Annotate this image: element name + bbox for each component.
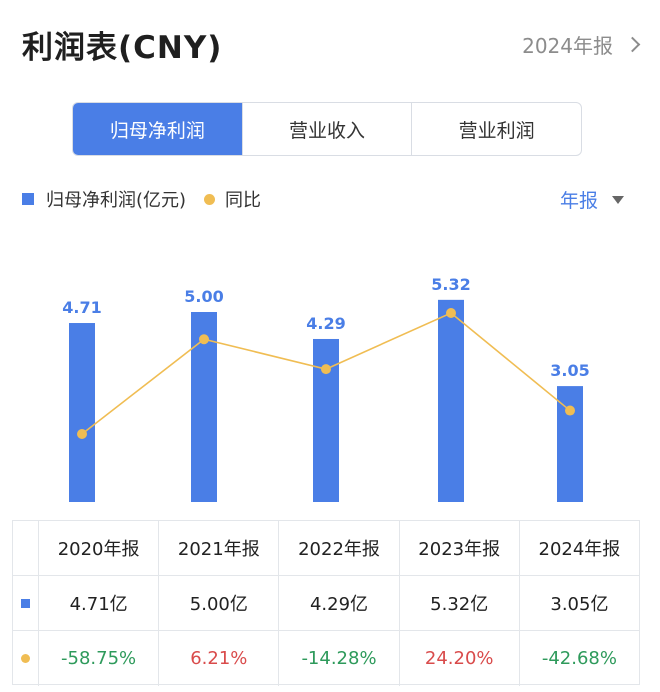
yoy-point-2023年报 <box>446 308 456 318</box>
yoy-point-2020年报 <box>77 429 87 439</box>
yoy-point-2022年报 <box>321 364 331 375</box>
table-header-cell: 2020年报 <box>39 521 160 575</box>
chart-legend: 归母净利润(亿元) 同比 <box>22 186 261 212</box>
table-header-cell: 2022年报 <box>279 521 400 575</box>
profit-cell: 4.29亿 <box>279 576 400 630</box>
yoy-cell: -14.28% <box>279 631 400 686</box>
yoy-cell: -58.75% <box>39 631 160 686</box>
yoy-cell: -42.68% <box>541 648 617 669</box>
line-legend-icon <box>204 193 216 205</box>
period-text: 2024年报 <box>522 34 613 58</box>
table-row-yoy: -58.75% 6.21% -14.28% 24.20% -42.68% <box>13 631 639 686</box>
line-legend-label: 同比 <box>225 190 262 211</box>
bar-legend-label: 归母净利润(亿元) <box>46 190 187 211</box>
table-header-cell: 2023年报 <box>400 521 520 575</box>
bar-2024年报 <box>557 386 583 502</box>
yoy-point-2021年报 <box>199 334 209 345</box>
table-header-cell: 2021年报 <box>159 521 280 575</box>
tab-net-profit[interactable]: 归母净利润 <box>73 103 243 155</box>
yoy-cell: 24.20% <box>400 631 520 686</box>
period-link[interactable]: 2024年报 <box>522 30 641 59</box>
profit-cell: 3.05亿 <box>550 594 609 615</box>
header: 利润表(CNY) 2024年报 <box>0 0 660 90</box>
metric-tabs: 归母净利润 营业收入 营业利润 <box>72 102 582 156</box>
profit-cell: 4.71亿 <box>39 576 160 630</box>
chevron-right-icon <box>624 36 641 53</box>
period-dropdown-label: 年报 <box>559 190 598 212</box>
profit-cell: 5.32亿 <box>400 576 520 630</box>
profit-cell: 5.00亿 <box>159 576 280 630</box>
period-dropdown[interactable]: 年报 <box>560 186 624 213</box>
bar-2020年报 <box>69 323 95 502</box>
bar-2022年报 <box>313 338 339 502</box>
yoy-cell: 6.21% <box>159 631 280 686</box>
caret-down-icon <box>612 195 624 204</box>
page-title: 利润表(CNY) <box>22 30 223 66</box>
yoy-point-2024年报 <box>565 405 575 416</box>
table-corner <box>13 521 39 575</box>
tab-revenue[interactable]: 营业收入 <box>243 103 413 155</box>
tab-operating-profit[interactable]: 营业利润 <box>458 119 535 142</box>
data-table: 2020年报 2021年报 2022年报 2023年报 2024年报 4.71亿… <box>12 520 640 686</box>
bar-value-label: 4.71 <box>62 298 101 317</box>
profit-chart: 4.71 5.00 4.29 5.32 3.05 <box>62 275 590 502</box>
table-header-cell: 2024年报 <box>538 539 621 560</box>
bar-2023年报 <box>438 299 464 502</box>
table-row-marker <box>13 576 39 630</box>
bar-series-icon <box>21 598 30 608</box>
table-row-marker <box>13 631 39 686</box>
bar-value-label: 3.05 <box>550 361 589 380</box>
bar-value-label: 5.32 <box>431 275 470 294</box>
bar-value-label: 5.00 <box>184 287 223 306</box>
bar-value-label: 4.29 <box>306 314 345 333</box>
bar-legend-icon <box>22 193 34 205</box>
line-series-icon <box>21 654 30 663</box>
table-header-row: 2020年报 2021年报 2022年报 2023年报 2024年报 <box>13 521 639 576</box>
table-row-profit: 4.71亿 5.00亿 4.29亿 5.32亿 3.05亿 <box>13 576 639 631</box>
